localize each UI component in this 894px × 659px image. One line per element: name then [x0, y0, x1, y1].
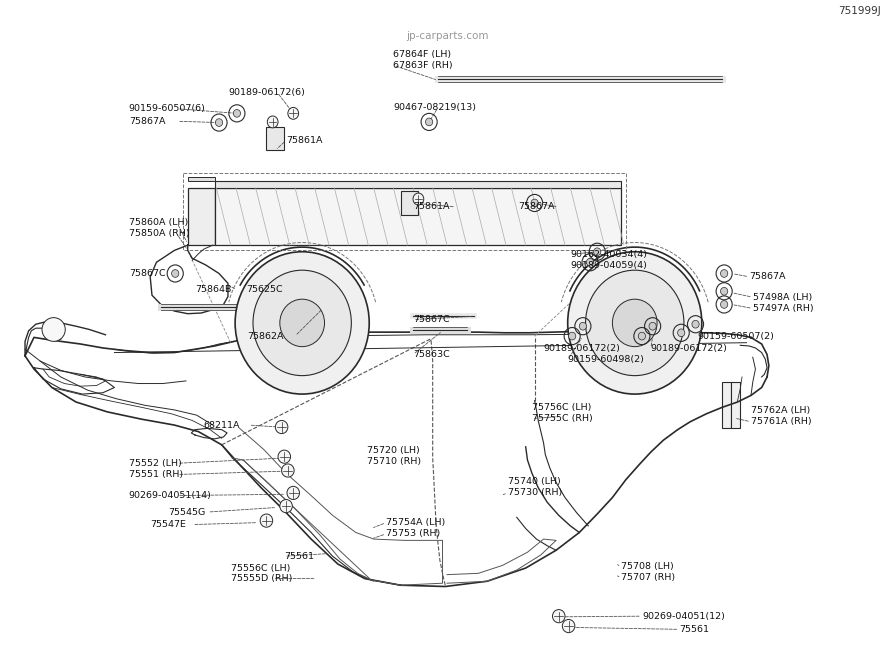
Text: 90159-60498(2): 90159-60498(2)	[568, 355, 645, 364]
Text: 75867A: 75867A	[749, 272, 786, 281]
Text: 90159-60507(2): 90159-60507(2)	[697, 331, 774, 341]
Ellipse shape	[413, 193, 424, 205]
Text: 90189-06172(2): 90189-06172(2)	[651, 344, 728, 353]
Text: 90269-04051(14): 90269-04051(14)	[129, 491, 212, 500]
Ellipse shape	[282, 464, 294, 477]
Text: 75867A: 75867A	[129, 117, 165, 126]
Polygon shape	[722, 382, 731, 428]
Text: 75754A (LH): 75754A (LH)	[386, 518, 445, 527]
Ellipse shape	[586, 258, 594, 266]
Polygon shape	[731, 382, 740, 428]
Ellipse shape	[42, 318, 65, 341]
Text: 75867C: 75867C	[413, 315, 450, 324]
Ellipse shape	[267, 116, 278, 128]
Text: 90467-08219(13): 90467-08219(13)	[393, 103, 477, 112]
Ellipse shape	[260, 514, 273, 527]
Text: 68211A: 68211A	[204, 420, 240, 430]
Ellipse shape	[649, 322, 656, 330]
Text: 90189-04059(4): 90189-04059(4)	[570, 261, 647, 270]
Text: 75755C (RH): 75755C (RH)	[532, 414, 593, 423]
Text: 75753 (RH): 75753 (RH)	[386, 529, 441, 538]
Text: 75761A (RH): 75761A (RH)	[751, 417, 812, 426]
Polygon shape	[266, 127, 284, 150]
Text: 75545G: 75545G	[168, 507, 206, 517]
Ellipse shape	[692, 320, 699, 328]
Polygon shape	[188, 188, 215, 245]
Ellipse shape	[721, 270, 728, 277]
Text: 75867C: 75867C	[129, 269, 165, 278]
Text: 57497A (RH): 57497A (RH)	[753, 304, 814, 313]
Text: 75740 (LH): 75740 (LH)	[508, 477, 561, 486]
Text: 75547E: 75547E	[150, 520, 186, 529]
Ellipse shape	[552, 610, 565, 623]
Text: 75860A (LH): 75860A (LH)	[129, 218, 188, 227]
Text: 75708 (LH): 75708 (LH)	[621, 562, 674, 571]
Text: 75561: 75561	[679, 625, 710, 634]
Text: 75850A (RH): 75850A (RH)	[129, 229, 190, 239]
Ellipse shape	[278, 450, 291, 463]
Ellipse shape	[562, 619, 575, 633]
Text: 75867A: 75867A	[519, 202, 555, 212]
Ellipse shape	[678, 329, 685, 337]
Text: 75710 (RH): 75710 (RH)	[367, 457, 421, 466]
Text: 75730 (RH): 75730 (RH)	[508, 488, 562, 498]
Polygon shape	[188, 177, 215, 181]
Ellipse shape	[253, 270, 351, 376]
Ellipse shape	[612, 299, 657, 347]
Ellipse shape	[721, 301, 728, 308]
Text: 751999J: 751999J	[838, 7, 881, 16]
Ellipse shape	[579, 322, 586, 330]
Text: 75762A (LH): 75762A (LH)	[751, 406, 810, 415]
Ellipse shape	[569, 332, 576, 340]
Ellipse shape	[287, 486, 299, 500]
Text: 75707 (RH): 75707 (RH)	[621, 573, 676, 583]
Text: 75864B: 75864B	[195, 285, 232, 295]
Text: 75720 (LH): 75720 (LH)	[367, 445, 419, 455]
Text: 75861A: 75861A	[286, 136, 323, 145]
Ellipse shape	[288, 107, 299, 119]
Text: 90269-04051(12): 90269-04051(12)	[642, 612, 725, 621]
Text: 75551 (RH): 75551 (RH)	[129, 470, 183, 479]
Ellipse shape	[275, 420, 288, 434]
Text: 75561: 75561	[284, 552, 315, 561]
Text: 75863C: 75863C	[413, 350, 450, 359]
Ellipse shape	[721, 287, 728, 295]
Ellipse shape	[594, 248, 601, 256]
Text: 75862A: 75862A	[247, 331, 283, 341]
Ellipse shape	[280, 299, 325, 347]
Text: 75555D (RH): 75555D (RH)	[231, 574, 292, 583]
Ellipse shape	[233, 109, 240, 117]
Text: 67863F (RH): 67863F (RH)	[393, 61, 453, 70]
Text: 90189-06172(6): 90189-06172(6)	[228, 88, 305, 97]
Ellipse shape	[638, 332, 645, 340]
Polygon shape	[188, 237, 621, 245]
Text: 90162-40034(4): 90162-40034(4)	[570, 250, 647, 259]
Text: 67864F (LH): 67864F (LH)	[393, 49, 451, 59]
Ellipse shape	[426, 118, 433, 126]
Polygon shape	[401, 191, 418, 215]
Ellipse shape	[531, 199, 538, 207]
Ellipse shape	[172, 270, 179, 277]
Text: jp-carparts.com: jp-carparts.com	[406, 31, 488, 42]
Text: 90189-06172(2): 90189-06172(2)	[544, 344, 620, 353]
Ellipse shape	[586, 270, 684, 376]
Ellipse shape	[568, 252, 702, 394]
Text: 75756C (LH): 75756C (LH)	[532, 403, 591, 412]
Ellipse shape	[215, 119, 223, 127]
Ellipse shape	[235, 252, 369, 394]
Text: 75552 (LH): 75552 (LH)	[129, 459, 181, 468]
Text: 90159-60507(6): 90159-60507(6)	[129, 104, 206, 113]
Polygon shape	[215, 188, 621, 245]
Ellipse shape	[280, 500, 292, 513]
Text: 75556C (LH): 75556C (LH)	[231, 563, 290, 573]
Text: 57498A (LH): 57498A (LH)	[753, 293, 812, 302]
Text: 75861A: 75861A	[413, 202, 450, 212]
Polygon shape	[215, 181, 621, 188]
Text: 75625C: 75625C	[246, 285, 283, 295]
